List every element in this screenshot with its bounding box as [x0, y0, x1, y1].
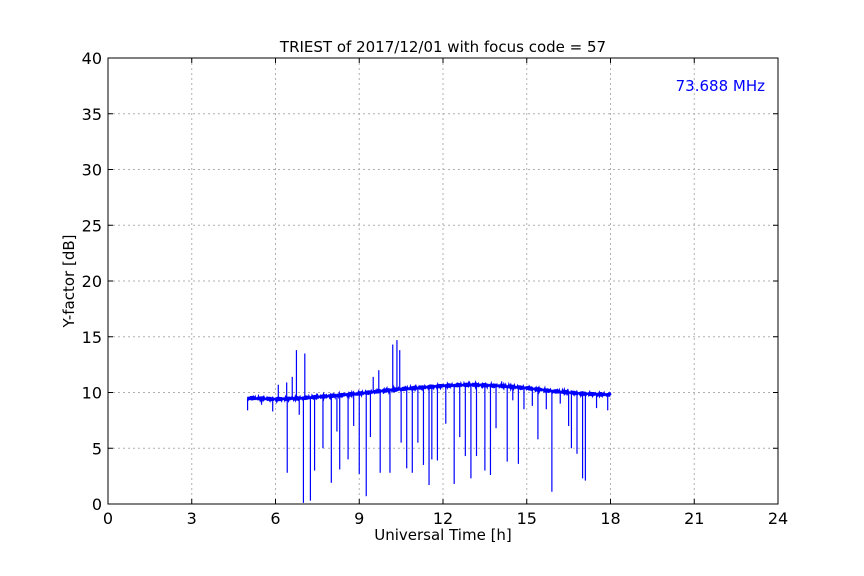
x-tick-label: 6 — [270, 509, 280, 528]
y-axis-label: Y-factor [dB] — [60, 234, 78, 328]
x-axis-label: Universal Time [h] — [374, 526, 512, 544]
x-tick-label: 21 — [684, 509, 704, 528]
x-tick-label: 3 — [187, 509, 197, 528]
x-tick-label: 0 — [103, 509, 113, 528]
y-tick-label: 0 — [92, 495, 102, 514]
x-tick-label: 12 — [433, 509, 453, 528]
x-tick-label: 9 — [354, 509, 364, 528]
grid-lines — [108, 58, 778, 504]
y-tick-label: 25 — [82, 216, 102, 235]
y-tick-label: 40 — [82, 49, 102, 68]
x-tick-label: 18 — [600, 509, 620, 528]
y-tick-label: 35 — [82, 105, 102, 124]
y-tick-label: 20 — [82, 272, 102, 291]
chart-title: TRIEST of 2017/12/01 with focus code = 5… — [279, 38, 606, 56]
data-series — [246, 340, 612, 503]
y-tick-label: 5 — [92, 439, 102, 458]
y-tick-label: 10 — [82, 384, 102, 403]
x-tick-label: 15 — [517, 509, 537, 528]
x-tick-label: 24 — [768, 509, 788, 528]
frequency-annotation: 73.688 MHz — [676, 77, 765, 95]
y-tick-label: 30 — [82, 161, 102, 180]
y-tick-label: 15 — [82, 328, 102, 347]
axis-ticks: 0 3 6 9 12 15 18 21 24 0 5 10 15 20 25 30 35 40 — [82, 49, 789, 528]
